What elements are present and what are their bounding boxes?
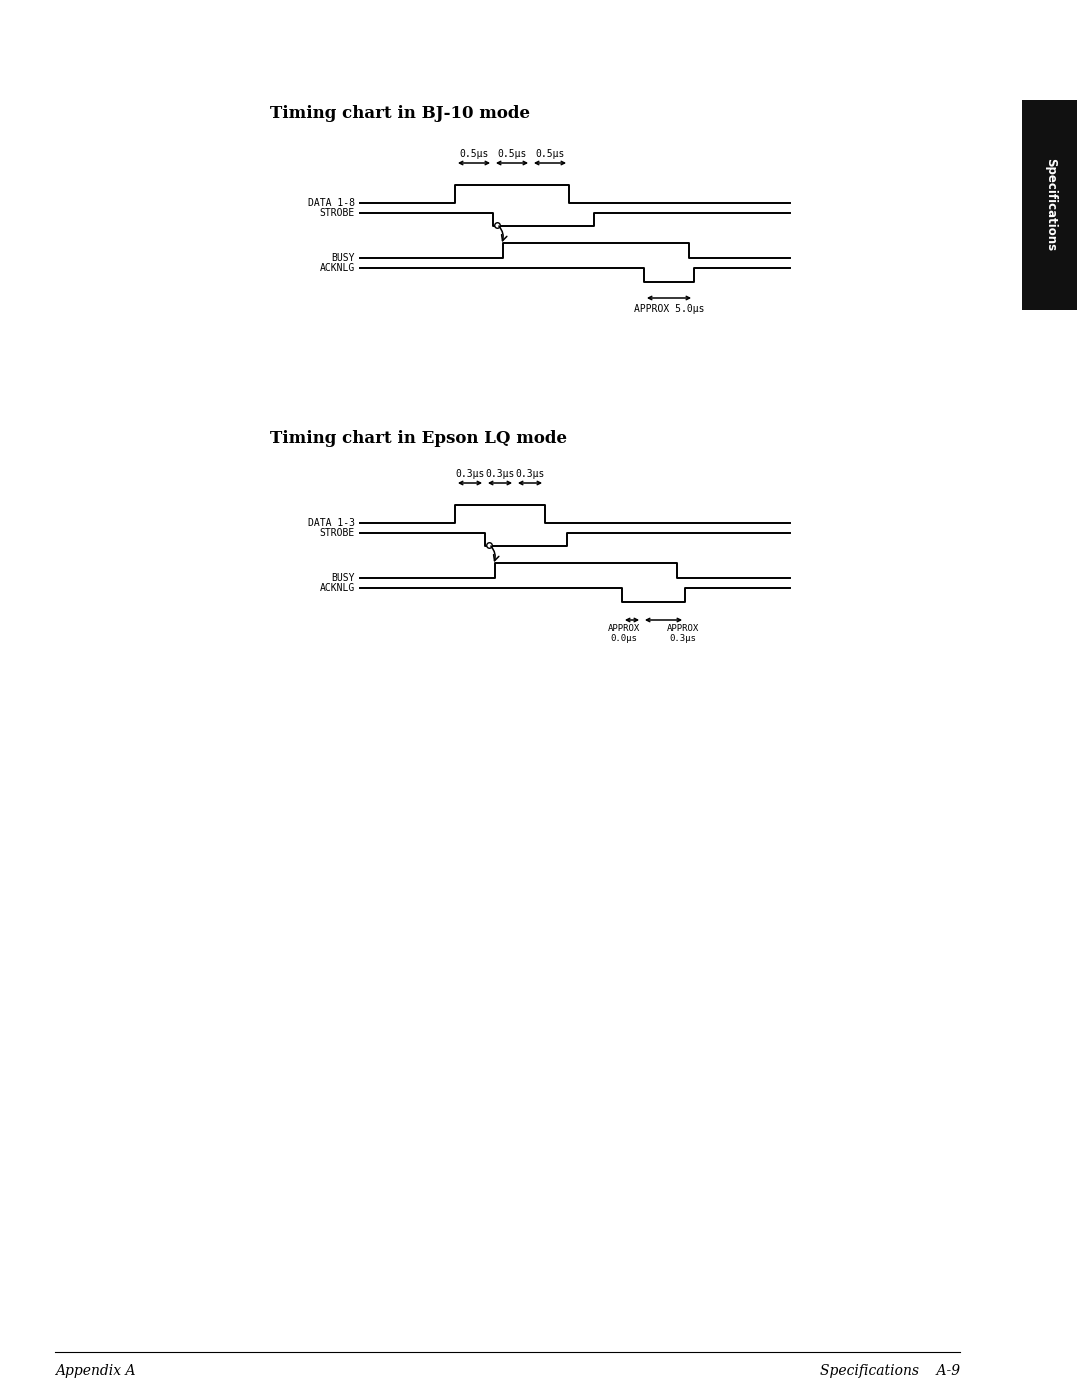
- Text: Timing chart in Epson LQ mode: Timing chart in Epson LQ mode: [270, 430, 567, 447]
- Text: DATA 1-3: DATA 1-3: [308, 518, 355, 528]
- Text: 0.3μs: 0.3μs: [456, 469, 485, 479]
- Bar: [1022, 101, 1077, 310]
- Text: 0.5μs: 0.5μs: [459, 149, 488, 159]
- Text: ACKNLG: ACKNLG: [320, 263, 355, 272]
- Text: DATA 1-8: DATA 1-8: [308, 198, 355, 208]
- Text: APPROX 5.0μs: APPROX 5.0μs: [634, 305, 704, 314]
- Text: 0.5μs: 0.5μs: [497, 149, 527, 159]
- Text: STROBE: STROBE: [320, 528, 355, 538]
- Text: BUSY: BUSY: [332, 253, 355, 263]
- Text: STROBE: STROBE: [320, 208, 355, 218]
- Text: BUSY: BUSY: [332, 573, 355, 583]
- Text: Appendix A: Appendix A: [55, 1363, 135, 1377]
- Text: Timing chart in BJ-10 mode: Timing chart in BJ-10 mode: [270, 105, 530, 122]
- Text: 0.5μs: 0.5μs: [536, 149, 565, 159]
- Text: 0.3μs: 0.3μs: [515, 469, 544, 479]
- Text: 0.3μs: 0.3μs: [485, 469, 515, 479]
- Text: Specifications    A-9: Specifications A-9: [820, 1363, 960, 1377]
- Text: APPROX
0.3μs: APPROX 0.3μs: [666, 624, 699, 644]
- Text: APPROX
0.0μs: APPROX 0.0μs: [608, 624, 640, 644]
- Text: ACKNLG: ACKNLG: [320, 583, 355, 592]
- Text: Specifications: Specifications: [1044, 158, 1057, 251]
